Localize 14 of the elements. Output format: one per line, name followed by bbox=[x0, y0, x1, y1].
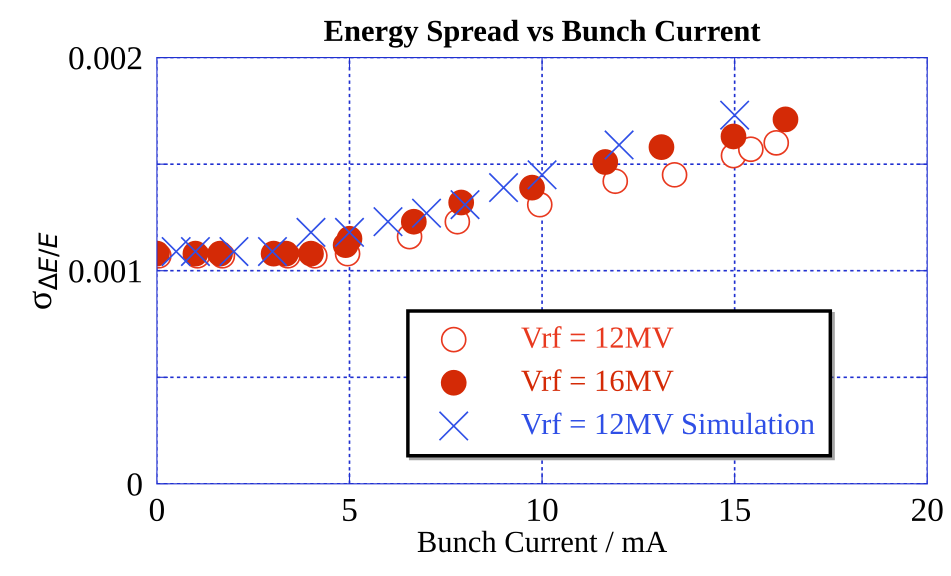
x-tick-label: 10 bbox=[528, 498, 558, 522]
legend-label: Vrf = 12MV Simulation bbox=[521, 412, 815, 434]
x-tick-label: 0 bbox=[150, 498, 164, 522]
x-tick-label: 5 bbox=[343, 499, 357, 522]
y-tick-label: 0 bbox=[128, 473, 142, 496]
x-axis-title: Bunch Current / mA bbox=[418, 530, 668, 552]
x-tick-label: 15 bbox=[720, 498, 750, 522]
y-tick-label: 0.001 bbox=[69, 260, 142, 283]
y-tick-label: 0.002 bbox=[69, 47, 142, 70]
y-axis-title: σ$_{ΔE/E}$ bbox=[32, 232, 60, 309]
legend-label: Vrf = 12MV bbox=[521, 326, 674, 348]
x-tick-label: 20 bbox=[912, 498, 943, 522]
chart-title: Energy Spread vs Bunch Current bbox=[324, 20, 760, 48]
legend-label: Vrf = 16MV bbox=[521, 369, 674, 392]
